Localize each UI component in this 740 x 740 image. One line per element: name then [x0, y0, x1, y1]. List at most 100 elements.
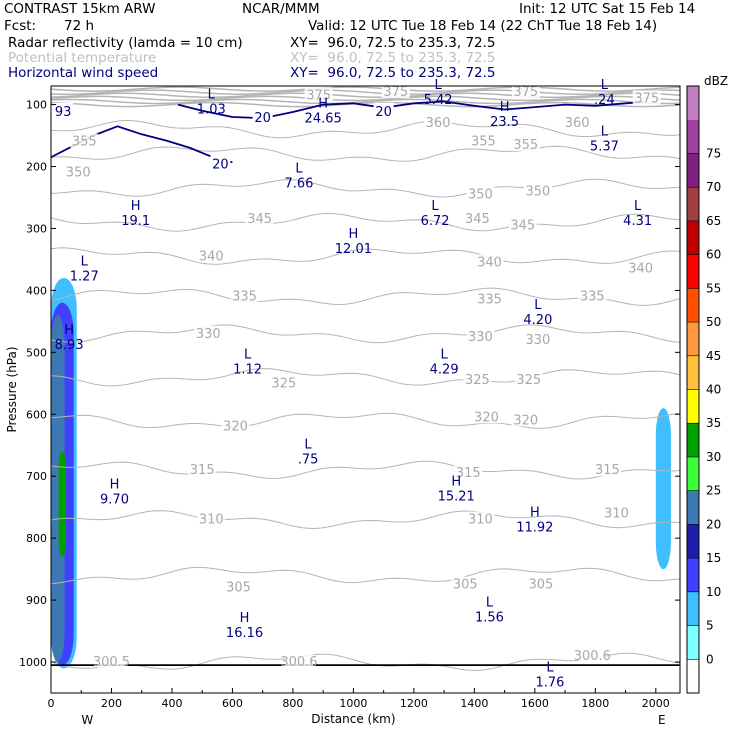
extremum-value: 5.42 [424, 93, 453, 108]
x-tick-label: 200 [101, 697, 122, 710]
colorbar-swatch [687, 220, 699, 255]
theta-label: 310 [604, 506, 629, 521]
theta-label-bg [514, 372, 543, 387]
extremum-kind: L [634, 199, 642, 214]
theta-isentrope [51, 101, 680, 108]
extremum-value: .75 [298, 452, 319, 467]
theta-label: 340 [628, 262, 653, 277]
theta-label: 345 [510, 218, 535, 233]
theta-label: 305 [453, 578, 478, 593]
extremum-kind: L [244, 348, 252, 363]
y-tick-label: 600 [26, 408, 47, 421]
theta-label-bg [245, 211, 274, 226]
theta-isentrope [51, 95, 680, 102]
model-title: CONTRAST 15km ARW [4, 1, 156, 17]
theta-label-bg [466, 186, 495, 201]
y-tick-label: 300 [26, 222, 47, 235]
theta-label-bg [511, 84, 540, 99]
theta-label-bg [593, 462, 622, 477]
colorbar-label: 30 [706, 450, 721, 464]
extremum-kind: L [81, 255, 89, 270]
extremum-kind: H [500, 100, 510, 115]
theta-label-bg [70, 133, 99, 148]
theta-label: 350 [525, 184, 550, 199]
colorbar-swatch [687, 322, 699, 356]
colorbar-swatch [687, 254, 699, 289]
colorbar-label: 65 [706, 214, 721, 228]
theta-label: 335 [477, 293, 502, 308]
extremum-kind: L [486, 595, 494, 610]
extremum-value: 16.16 [226, 626, 263, 641]
colorbar: 0 5 10 15 20 25 30 35 40 45 50 55 60 65 70 75 dBZ [686, 74, 728, 694]
field-name-theta: Potential temperature [8, 50, 157, 66]
extremum-kind: H [530, 505, 540, 520]
y-axis-label: Pressure (hPa) [5, 346, 19, 432]
theta-label: 335 [580, 290, 605, 305]
theta-label: 340 [199, 249, 224, 264]
theta-label: 305 [528, 578, 553, 593]
theta-label: 350 [468, 187, 493, 202]
fcst-value: 72 h [64, 18, 95, 34]
colorbar-label: 60 [706, 248, 721, 262]
x-tick-label: 400 [161, 697, 182, 710]
theta-label-bg [194, 325, 223, 340]
x-tick-label: 0 [48, 697, 55, 710]
colorbar-label: 70 [706, 180, 721, 194]
y-tick-label: 200 [26, 161, 47, 174]
wind-label: 20 [212, 157, 229, 172]
extremum-value: .24 [594, 93, 615, 108]
theta-label-bg [97, 654, 126, 669]
colorbar-label: 20 [706, 517, 721, 531]
theta-isentrope [51, 566, 680, 585]
theta-label: 330 [196, 327, 221, 342]
theta-label: 300.5 [93, 655, 130, 670]
theta-isentrope [51, 368, 680, 387]
colorbar-swatch [687, 153, 699, 188]
contour-labels-layer: 300.5 300.6 300.6 305 305 305 310 310 310 315 315 3… [53, 78, 661, 690]
theta-label: 340 [477, 256, 502, 271]
colorbar-swatch [687, 423, 699, 457]
extremum-value: 9.70 [100, 493, 129, 508]
theta-label: 355 [471, 135, 496, 150]
x-tick-label: 1200 [400, 697, 428, 710]
extremum-value: 4.31 [623, 214, 652, 229]
colorbar-label: 75 [706, 146, 721, 160]
theta-label-bg [304, 87, 333, 102]
theta-label-bg [475, 291, 504, 306]
theta-label-bg [454, 465, 483, 480]
y-tick-label: 100 [26, 99, 47, 112]
theta-label: 325 [271, 376, 296, 391]
theta-isentrope [51, 178, 680, 198]
theta-label: 375 [513, 85, 538, 100]
reflectivity-layer [51, 278, 671, 669]
east-label: E [658, 713, 666, 727]
colorbar-swatch [687, 288, 699, 323]
extremum-kind: L [295, 162, 303, 177]
theta-label-bg [626, 260, 655, 275]
extremum-value: 4.29 [430, 363, 459, 378]
wind-contour [177, 100, 644, 120]
extremum-value: 23.5 [490, 115, 519, 130]
colorbar-unit: dBZ [704, 74, 728, 88]
west-label: W [81, 713, 93, 727]
theta-label-bg [230, 288, 259, 303]
theta-label: 330 [525, 333, 550, 348]
theta-label: 360 [426, 116, 451, 131]
extremum-value: 1.76 [535, 675, 564, 690]
field-xy-reflectivity: XY= 96.0, 72.5 to 235.3, 72.5 [290, 35, 496, 51]
extremum-kind: H [110, 478, 120, 493]
valid-time: Valid: 12 UTC Tue 18 Feb 14 (22 ChT Tue … [308, 18, 658, 34]
reflectivity-region [655, 408, 671, 570]
extremum-kind: H [451, 475, 461, 490]
theta-label: 300.6 [280, 655, 317, 670]
wind-label: 20 [375, 105, 392, 120]
theta-label: 320 [223, 420, 248, 435]
theta-label-bg [511, 412, 540, 427]
theta-label: 310 [468, 513, 493, 528]
theta-label-bg [472, 409, 501, 424]
theta-label-bg [197, 248, 226, 263]
extremum-kind: L [304, 437, 312, 452]
extremum-value: 11.92 [516, 520, 553, 535]
axes: 0 200 400 600 800 1000 1200 1400 1600 1800 2000 100… [5, 85, 681, 727]
